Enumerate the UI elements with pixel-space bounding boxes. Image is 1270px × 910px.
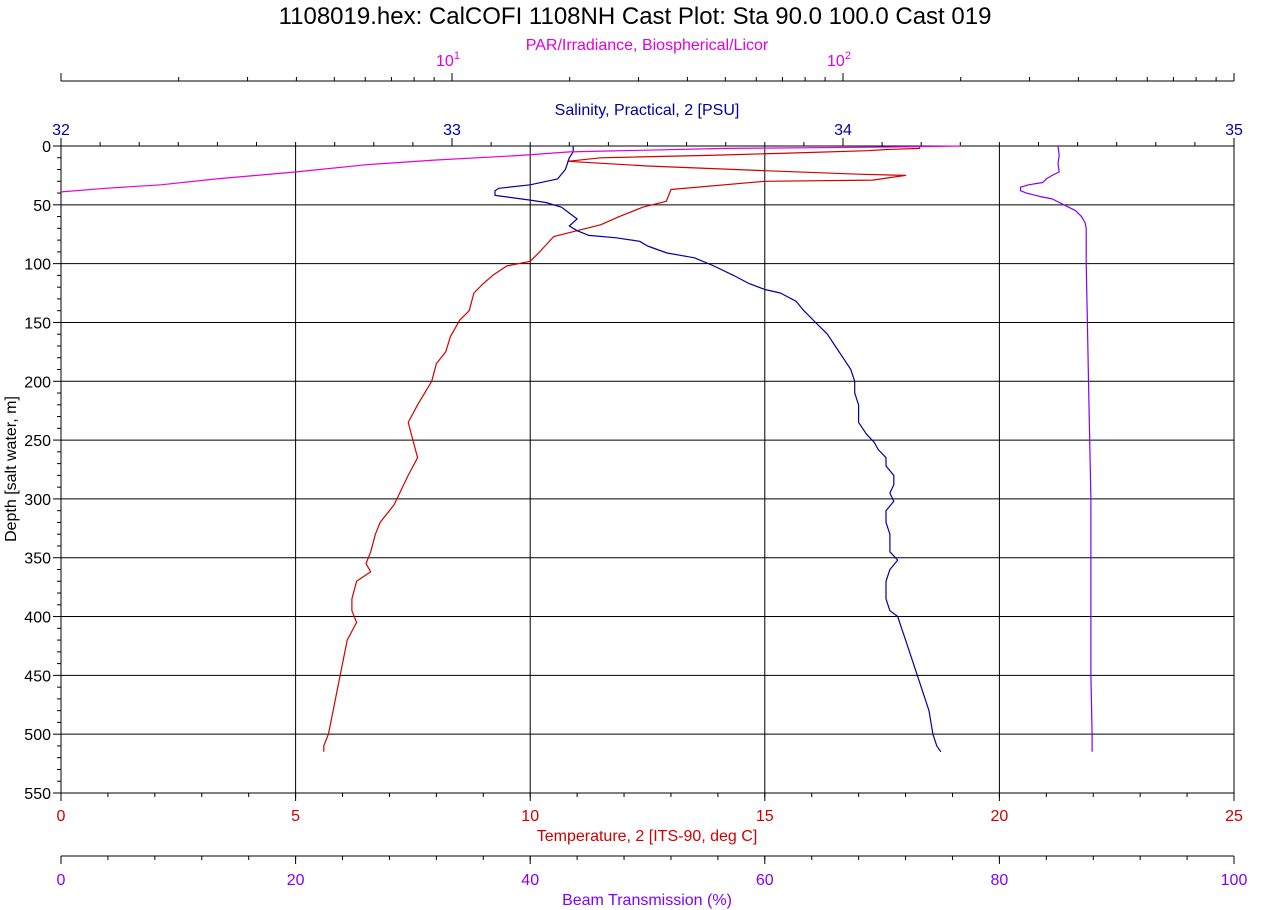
axis-tick-label: 15 xyxy=(756,808,774,825)
depth-tick-label: 550 xyxy=(24,786,51,803)
depth-tick-label: 450 xyxy=(24,668,51,685)
temperature-axis: Temperature, 2 [ITS-90, deg C] 0 5 10 15 20 2… xyxy=(57,792,1243,845)
par-axis-label: PAR/Irradiance, Biospherical/Licor xyxy=(526,37,769,54)
par-axis-ticks: 101 102 xyxy=(60,50,1235,82)
axis-tick-label: 33 xyxy=(443,122,461,139)
chart-title: 1108019.hex: CalCOFI 1108NH Cast Plot: S… xyxy=(279,3,992,30)
salinity-profile-line xyxy=(494,146,942,753)
depth-tick-label: 400 xyxy=(24,610,51,627)
axis-tick-label: 34 xyxy=(834,122,852,139)
depth-tick-label: 0 xyxy=(42,139,51,156)
temperature-profile-line xyxy=(323,146,921,752)
grid xyxy=(60,145,1235,794)
axis-tick-label: 5 xyxy=(291,808,300,825)
axis-tick-label: 25 xyxy=(1225,808,1243,825)
depth-tick-label: 500 xyxy=(24,727,51,744)
salinity-axis: Salinity, Practical, 2 [PSU] 32 33 34 35 xyxy=(52,102,1243,147)
data-series xyxy=(60,145,1093,753)
axis-tick-label: 60 xyxy=(756,872,774,889)
par-tick-label: 101 xyxy=(436,50,460,70)
par-axis: PAR/Irradiance, Biospherical/Licor 101 10… xyxy=(60,37,1235,82)
axis-tick-label: 100 xyxy=(1221,872,1248,889)
par-tick-label: 102 xyxy=(827,50,851,70)
depth-axis-label: Depth [salt water, m] xyxy=(3,396,20,542)
depth-tick-label: 200 xyxy=(24,374,51,391)
depth-tick-label: 100 xyxy=(24,257,51,274)
par-profile-line xyxy=(60,145,961,193)
axis-tick-label: 20 xyxy=(991,808,1009,825)
temperature-axis-label: Temperature, 2 [ITS-90, deg C] xyxy=(537,828,758,845)
axis-tick-label: 40 xyxy=(521,872,539,889)
salinity-axis-ticks: 32 33 34 35 xyxy=(52,122,1243,147)
axis-tick-label: 80 xyxy=(991,872,1009,889)
transmission-axis-label: Beam Transmission (%) xyxy=(562,892,732,909)
depth-axis-ticks: 0 50 100 150 200 250 300 350 400 450 500 550 xyxy=(24,139,62,803)
axis-tick-label: 35 xyxy=(1225,122,1243,139)
axis-tick-label: 10 xyxy=(521,808,539,825)
transmission-axis-ticks: 0 20 40 60 80 100 xyxy=(57,855,1248,889)
salinity-axis-label: Salinity, Practical, 2 [PSU] xyxy=(555,102,740,119)
axis-tick-label: 0 xyxy=(57,808,66,825)
depth-tick-label: 50 xyxy=(33,198,51,215)
axis-tick-label: 32 xyxy=(52,122,70,139)
axis-tick-label: 0 xyxy=(57,872,66,889)
depth-tick-label: 250 xyxy=(24,433,51,450)
depth-tick-label: 300 xyxy=(24,492,51,509)
depth-tick-label: 150 xyxy=(24,315,51,332)
depth-tick-label: 350 xyxy=(24,551,51,568)
depth-axis: Depth [salt water, m] 0 50 100 150 200 250 300… xyxy=(3,139,62,803)
axis-tick-label: 20 xyxy=(287,872,305,889)
temperature-axis-ticks: 0 5 10 15 20 25 xyxy=(57,792,1243,825)
transmission-profile-line xyxy=(1019,145,1093,752)
transmission-axis: Beam Transmission (%) 0 20 40 60 80 100 xyxy=(57,855,1248,909)
